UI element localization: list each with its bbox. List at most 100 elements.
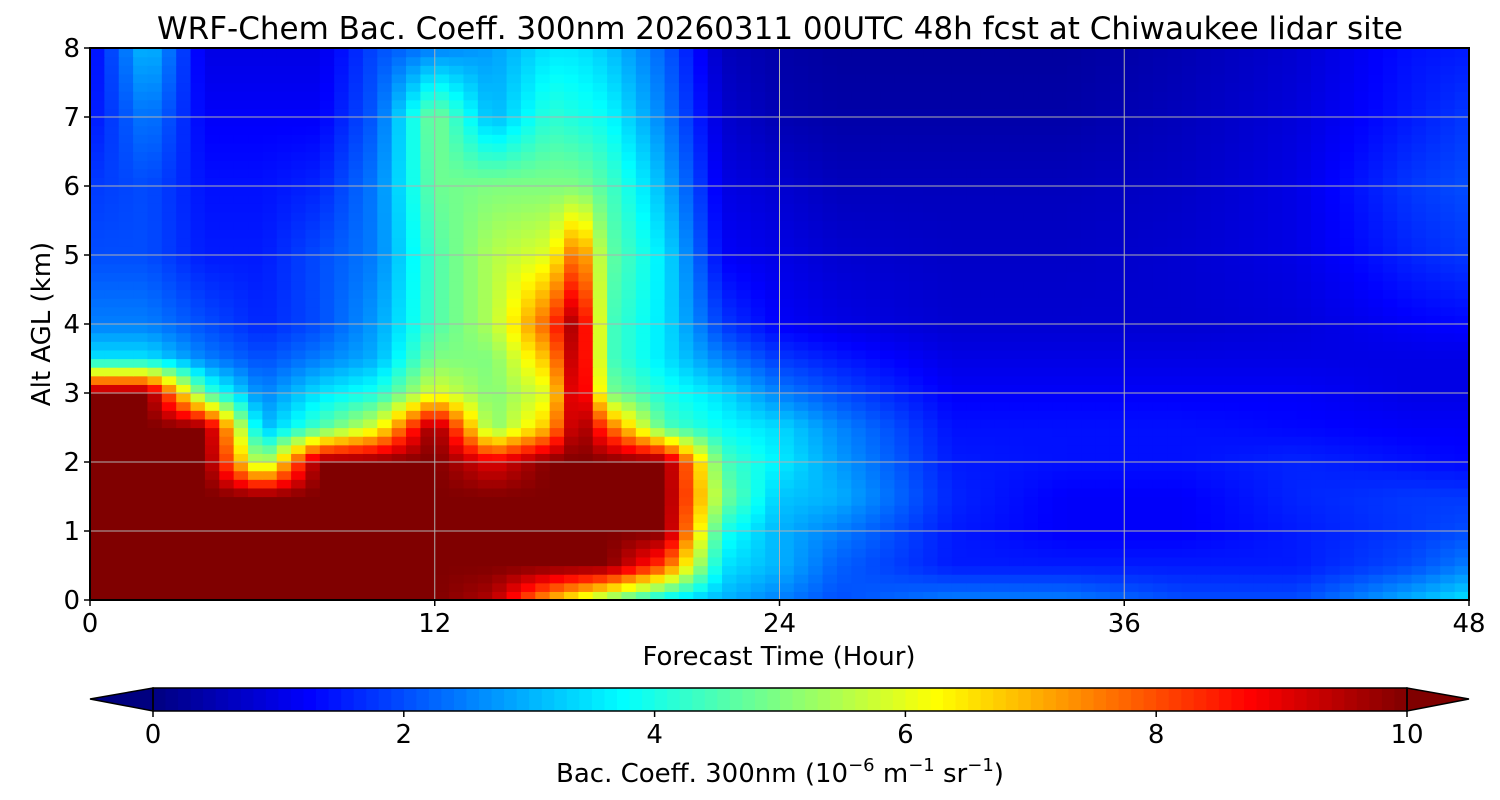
heatmap-cell [1440,496,1456,506]
heatmap-cell [549,237,565,247]
heatmap-cell [362,237,378,247]
heatmap-cell [1152,306,1168,316]
heatmap-cell [693,556,709,567]
heatmap-cell [1239,160,1255,170]
heatmap-cell [319,358,335,368]
heatmap-cell [793,375,809,385]
heatmap-cell [1325,263,1341,273]
heatmap-cell [836,306,852,316]
heatmap-cell [1440,263,1456,273]
heatmap-cell [880,531,896,541]
heatmap-cell [434,324,450,334]
heatmap-cell [765,177,781,187]
heatmap-cell [836,237,852,247]
heatmap-cell [1052,427,1068,437]
heatmap-cell [406,160,421,170]
heatmap-cell [492,496,508,506]
heatmap-cell [1038,229,1054,239]
heatmap-cell [1239,289,1255,299]
heatmap-cell [1397,237,1413,247]
heatmap-cell [118,332,134,342]
heatmap-cell [90,211,105,222]
heatmap-cell [851,289,867,299]
heatmap-cell [937,444,953,454]
heatmap-cell [793,384,809,394]
heatmap-cell [248,591,263,600]
heatmap-cell [793,229,809,239]
heatmap-cell [1425,548,1441,558]
heatmap-cell [204,522,220,532]
heatmap-cell [118,401,134,411]
heatmap-cell [276,462,292,472]
heatmap-cell [851,556,867,567]
heatmap-cell [678,367,694,377]
heatmap-cell [535,341,551,351]
heatmap-cell [779,582,795,592]
heatmap-cell [664,393,680,403]
heatmap-cell [176,237,192,247]
heatmap-cell [865,539,881,549]
heatmap-cell [923,591,939,600]
heatmap-cell [678,151,694,161]
heatmap-cell [1095,220,1111,230]
heatmap-cell [1267,548,1283,558]
heatmap-cell [994,151,1010,161]
heatmap-cell [923,427,939,437]
heatmap-cell [535,160,551,170]
heatmap-cell [1282,349,1298,360]
heatmap-cell [104,289,120,299]
heatmap-cell [793,237,809,247]
heatmap-cell [1109,367,1125,377]
heatmap-cell [635,177,651,187]
heatmap-cell [391,513,407,523]
heatmap-cell [1210,324,1226,334]
heatmap-cell [406,479,421,489]
heatmap-cell [1066,220,1082,230]
heatmap-cell [262,505,278,515]
heatmap-cell [161,565,177,575]
heatmap-cell [994,177,1010,187]
heatmap-cell [219,298,235,308]
heatmap-cell [1267,168,1283,178]
heatmap-cell [1224,539,1240,549]
heatmap-cell [923,384,939,394]
heatmap-cell [1253,401,1269,411]
heatmap-cell [1325,272,1341,282]
heatmap-cell [894,160,910,170]
heatmap-cell [894,487,910,498]
heatmap-cell [291,556,307,567]
heatmap-cell [650,177,666,187]
heatmap-cell [1210,582,1226,592]
heatmap-cell [319,306,335,316]
heatmap-cell [1267,453,1283,463]
heatmap-cell [492,315,508,325]
heatmap-cell [1310,186,1326,196]
heatmap-cell [233,513,249,523]
heatmap-cell [1411,160,1427,170]
heatmap-cell [635,255,651,265]
heatmap-cell [520,194,536,204]
heatmap-cell [1368,410,1384,420]
heatmap-cell [233,246,249,256]
heatmap-cell [176,505,192,515]
heatmap-cell [161,591,177,600]
heatmap-cell [348,306,364,316]
heatmap-cell [736,436,752,446]
heatmap-cell [291,151,307,161]
heatmap-cell [348,246,364,256]
heatmap-cell [176,358,192,368]
heatmap-cell [1454,160,1469,170]
heatmap-cell [1181,324,1197,334]
heatmap-cell [894,479,910,489]
heatmap-cell [1382,332,1398,342]
heatmap-cell [362,272,378,282]
heatmap-cell [851,160,867,170]
heatmap-cell [722,358,737,368]
heatmap-cell [1124,436,1140,446]
heatmap-cell [578,237,594,247]
heatmap-cell [391,168,407,178]
heatmap-cell [736,324,752,334]
heatmap-cell [1038,246,1054,256]
heatmap-cell [1124,470,1140,480]
heatmap-cell [1454,505,1469,515]
